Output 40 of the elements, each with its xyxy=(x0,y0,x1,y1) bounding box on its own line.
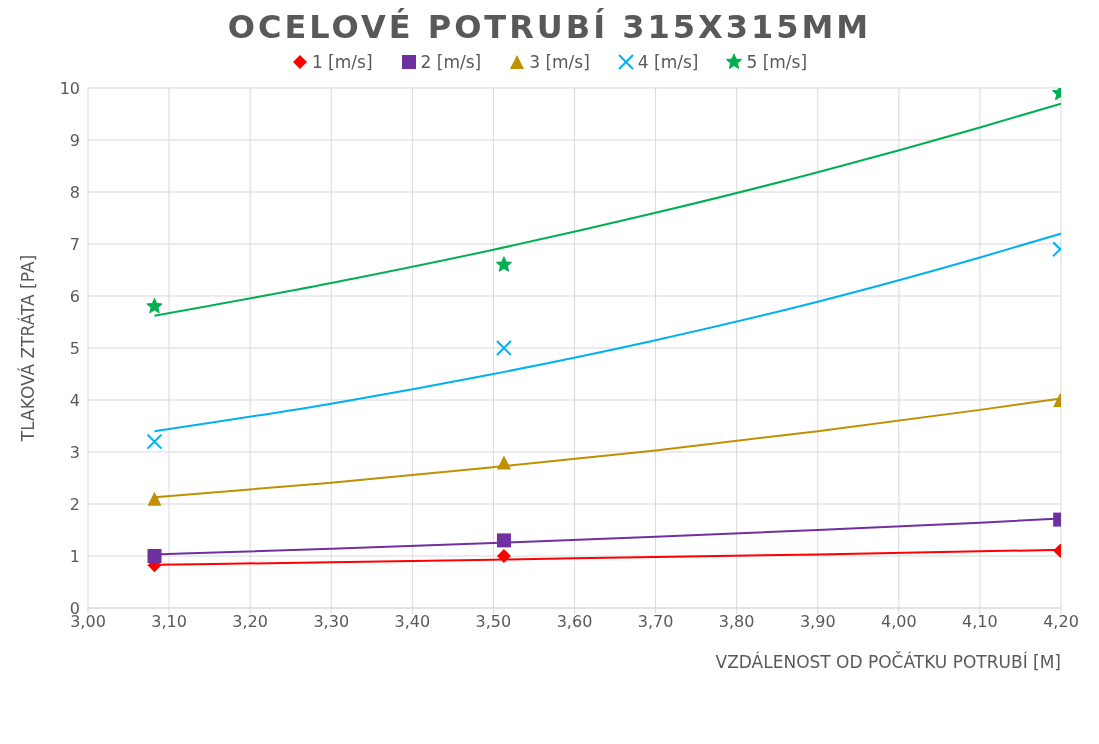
x-tick-label: 3,70 xyxy=(637,612,674,632)
y-axis-title: TLAKOVÁ ZTRÁTA [PA] xyxy=(17,254,39,443)
point xyxy=(496,549,511,563)
point xyxy=(495,256,513,272)
x-tick-label: 3,20 xyxy=(232,612,268,632)
y-tick-label: 10 xyxy=(59,78,80,98)
y-tick-label: 8 xyxy=(69,182,80,202)
legend-label: 2 [m/s] xyxy=(419,52,482,72)
x-tick-label: 4,00 xyxy=(881,612,917,632)
legend-label: 4 [m/s] xyxy=(636,52,699,72)
chart-title: OCELOVÉ POTRUBÍ 315X315MM xyxy=(226,8,873,46)
legend-label: 3 [m/s] xyxy=(528,52,590,72)
x-tick-label: 3,40 xyxy=(394,612,431,632)
y-tick-label: 6 xyxy=(69,286,80,306)
x-tick-label: 3,60 xyxy=(556,612,593,632)
point xyxy=(147,549,162,563)
x-tick-label: 3,30 xyxy=(313,612,350,632)
x-tick-label: 3,90 xyxy=(799,612,836,632)
x-tick-label: 3,80 xyxy=(718,612,755,632)
x-tick-label: 4,10 xyxy=(962,612,998,632)
x-tick-label: 3,50 xyxy=(475,612,512,632)
point xyxy=(496,455,511,470)
legend-label: 5 [m/s] xyxy=(745,52,808,72)
point xyxy=(496,533,511,548)
y-tick-label: 2 xyxy=(69,494,80,514)
y-tick-label: 7 xyxy=(69,234,80,254)
x-axis-title: VZDÁLENOST OD POČÁTKU POTRUBÍ [M] xyxy=(715,651,1061,672)
y-tick-label: 4 xyxy=(69,390,80,410)
x-tick-label: 4,20 xyxy=(1043,612,1079,632)
line-series xyxy=(153,232,1061,433)
legend-label: 1 [m/s] xyxy=(310,52,373,72)
y-tick-label: 9 xyxy=(69,130,80,150)
point xyxy=(147,491,162,506)
point xyxy=(146,297,163,314)
y-tick-label: 5 xyxy=(69,338,80,358)
point xyxy=(495,340,512,356)
y-tick-label: 1 xyxy=(69,546,80,566)
x-tick-label: 3,10 xyxy=(151,612,187,632)
point xyxy=(146,433,163,450)
y-tick-label: 3 xyxy=(69,442,80,462)
